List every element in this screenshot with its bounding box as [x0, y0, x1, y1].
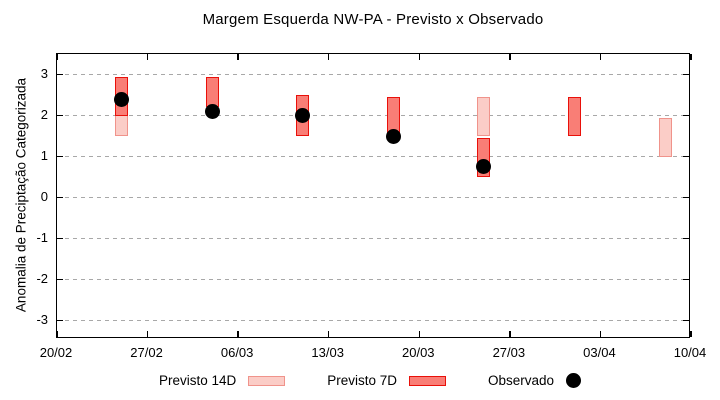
x-axis-tick [690, 331, 692, 337]
x-axis-tick-mirror [690, 54, 692, 60]
gridline [57, 320, 689, 322]
y-tick-label: -3 [36, 311, 48, 327]
plot-area [56, 53, 692, 338]
x-axis-tick-mirror [418, 54, 421, 60]
y-axis-tick [57, 196, 63, 199]
y-tick-label: -2 [36, 270, 48, 286]
x-axis-tick [146, 331, 149, 337]
previsto-7d-bar [205, 76, 219, 108]
y-axis-tick [57, 278, 63, 281]
x-axis-tick [509, 331, 511, 337]
x-tick-label: 06/03 [220, 345, 254, 360]
legend: Previsto 14D Previsto 7D Observado [0, 373, 720, 388]
legend-item-observado: Observado [488, 373, 582, 388]
x-tick-label: 13/03 [311, 345, 344, 360]
observado-point [476, 159, 492, 175]
y-axis-tick [57, 155, 63, 158]
previsto-14d-bar [658, 117, 672, 157]
y-axis-tick-mirror [683, 114, 689, 117]
y-axis-tick-mirror [683, 278, 689, 281]
legend-item-previsto-7d: Previsto 7D [327, 373, 447, 388]
x-axis-tick [599, 331, 602, 337]
observado-point [114, 91, 130, 107]
legend-label-previsto-7d: Previsto 7D [327, 373, 398, 388]
y-axis-tick [57, 319, 63, 322]
y-axis-tick [57, 114, 63, 117]
x-tick-label: 27/03 [492, 345, 526, 360]
gridline [57, 197, 689, 199]
y-tick-label: 3 [40, 65, 48, 81]
previsto-7d-bar [568, 97, 582, 136]
x-axis-tick [418, 331, 421, 337]
x-tick-label: 20/02 [39, 345, 73, 360]
x-tick-label: 27/02 [130, 345, 163, 360]
y-tick-label: 2 [40, 106, 48, 122]
legend-label-previsto-14d: Previsto 14D [158, 373, 237, 388]
x-axis-tick-mirror [599, 54, 602, 60]
observado-swatch-dot [566, 373, 582, 388]
previsto-14d-swatch [248, 375, 286, 386]
y-tick-label: -1 [36, 229, 48, 245]
y-axis-tick [57, 237, 63, 240]
observado-point [385, 128, 401, 144]
x-axis-tick-mirror [56, 54, 58, 60]
x-tick-label: 10/04 [673, 345, 707, 360]
y-axis-tick-mirror [683, 196, 689, 199]
y-axis-tick-mirror [683, 319, 689, 322]
x-axis-tick-mirror [237, 54, 239, 60]
legend-label-observado: Observado [488, 373, 555, 388]
x-axis-tick [56, 331, 58, 337]
x-axis-tick-mirror [509, 54, 511, 60]
y-axis-tick-mirror [683, 73, 689, 76]
x-axis-tick-mirror [327, 54, 330, 60]
y-tick-label: 1 [40, 147, 48, 163]
y-axis-tick-mirror [683, 237, 689, 240]
previsto-7d-swatch [409, 375, 447, 386]
gridline [57, 115, 689, 116]
gridline [57, 238, 689, 240]
gridline [57, 279, 689, 281]
legend-item-previsto-14d: Previsto 14D [158, 373, 286, 388]
x-axis-tick-mirror [146, 54, 149, 60]
previsto-14d-bar [477, 97, 491, 136]
y-axis-tick [57, 73, 63, 76]
y-tick-label: 0 [40, 188, 48, 204]
gridline [57, 74, 689, 75]
observado-point [204, 103, 220, 119]
x-tick-label: 20/03 [402, 345, 435, 360]
x-tick-label: 03/04 [583, 345, 616, 360]
x-axis-tick [237, 331, 239, 337]
observado-point [295, 108, 311, 123]
chart-title: Margem Esquerda NW-PA - Previsto x Obser… [202, 11, 544, 28]
gridline [57, 156, 689, 158]
x-axis-tick [327, 331, 330, 337]
y-axis-tick-mirror [683, 155, 689, 158]
